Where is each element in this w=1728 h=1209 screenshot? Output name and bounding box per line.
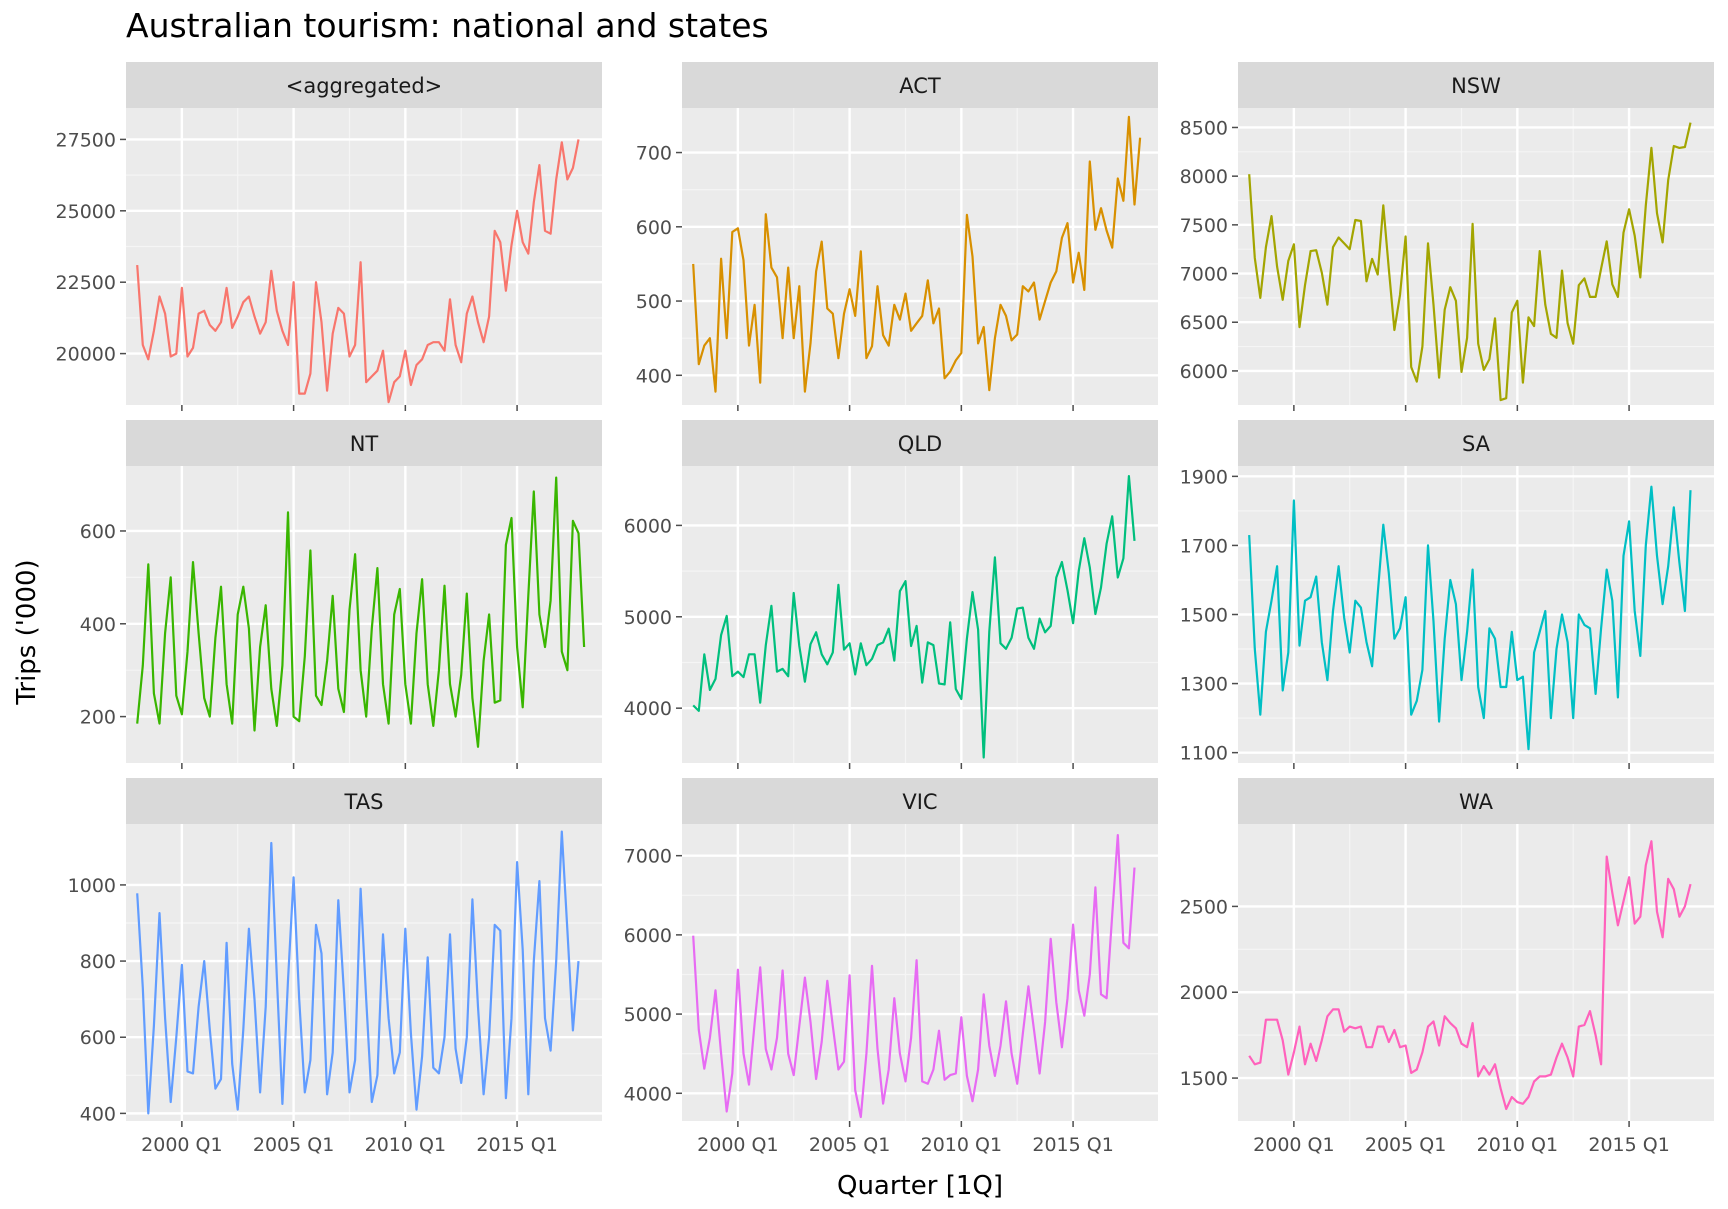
strip-label-nt: NT	[350, 432, 379, 456]
y-tick-label: 7500	[1180, 215, 1228, 237]
panel-background	[126, 108, 602, 405]
y-tick-label: 700	[636, 143, 672, 165]
panel-nt: NT 200 400 600	[80, 420, 602, 769]
y-tick-label: 4000	[624, 698, 672, 720]
x-axis-label: Quarter [1Q]	[837, 1171, 1003, 1201]
y-tick-label: 25000	[56, 201, 116, 223]
series-line-wa	[1248, 840, 1692, 1111]
strip-label-vic: VIC	[902, 790, 937, 814]
panel-tas: TAS 400 600 800 1000 2000 Q1 2005 Q1 2010 Q1 201…	[68, 778, 602, 1156]
y-tick-label: 1500	[1180, 1068, 1228, 1090]
y-tick-label: 5000	[624, 1004, 672, 1026]
y-tick-label: 2000	[1180, 982, 1228, 1004]
x-tick-label: 2000 Q1	[1253, 1134, 1334, 1156]
strip-label-tas: TAS	[344, 790, 384, 814]
y-tick-label: 1700	[1180, 535, 1228, 557]
y-tick-label: 22500	[56, 272, 116, 294]
panels: <aggregated> 20000 22500 25000 27500 ACT 400 50…	[56, 62, 1714, 1156]
series-line-qld	[692, 475, 1136, 759]
panel-aggregated: <aggregated> 20000 22500 25000 27500	[56, 62, 602, 411]
y-tick-label: 600	[636, 217, 672, 239]
panel-background	[1238, 824, 1714, 1121]
y-tick-label: 6000	[624, 515, 672, 537]
y-tick-label: 4000	[624, 1083, 672, 1105]
y-tick-label: 500	[636, 291, 672, 313]
x-tick-label: 2005 Q1	[1365, 1134, 1446, 1156]
panel-vic: VIC 4000 5000 6000 7000 2000 Q1 2005 Q1 2010 Q1…	[624, 778, 1158, 1156]
y-tick-label: 1000	[68, 875, 116, 897]
panel-background	[682, 824, 1158, 1121]
y-tick-label: 2500	[1180, 896, 1228, 918]
panel-act: ACT 400 500 600 700	[636, 62, 1158, 411]
strip-label-nsw: NSW	[1451, 74, 1501, 98]
strip-sa	[1238, 420, 1714, 466]
series-line-nsw	[1248, 122, 1692, 402]
x-tick-label: 2010 Q1	[365, 1134, 446, 1156]
x-tick-label: 2010 Q1	[921, 1134, 1002, 1156]
y-tick-label: 5000	[624, 607, 672, 629]
strip-tas	[126, 778, 602, 824]
x-tick-label: 2005 Q1	[253, 1134, 334, 1156]
y-tick-label: 27500	[56, 129, 116, 151]
x-tick-label: 2000 Q1	[697, 1134, 778, 1156]
y-tick-label: 400	[636, 365, 672, 387]
series-line-sa	[1248, 485, 1692, 751]
strip-act	[682, 62, 1158, 108]
strip-qld	[682, 420, 1158, 466]
strip-label-qld: QLD	[898, 432, 942, 456]
y-tick-label: 1300	[1180, 674, 1228, 696]
x-tick-label: 2005 Q1	[809, 1134, 890, 1156]
strip-label-sa: SA	[1462, 432, 1491, 456]
series-line-aggregated	[136, 139, 580, 404]
series-line-vic	[692, 833, 1136, 1119]
chart-title: Australian tourism: national and states	[126, 6, 769, 45]
panel-background	[682, 466, 1158, 763]
x-tick-label: 2015 Q1	[1032, 1134, 1113, 1156]
y-tick-label: 8000	[1180, 166, 1228, 188]
panel-wa: WA 1500 2000 2500 2000 Q1 2005 Q1 2010 Q1 2015 …	[1180, 778, 1714, 1156]
y-tick-label: 20000	[56, 344, 116, 366]
y-tick-label: 600	[80, 1027, 116, 1049]
y-tick-label: 1900	[1180, 466, 1228, 488]
strip-label-act: ACT	[899, 74, 941, 98]
y-tick-label: 400	[80, 1103, 116, 1125]
x-tick-label: 2015 Q1	[1588, 1134, 1669, 1156]
strip-nsw	[1238, 62, 1714, 108]
strip-nt	[126, 420, 602, 466]
y-tick-label: 1100	[1180, 743, 1228, 765]
y-tick-label: 7000	[1180, 264, 1228, 286]
y-tick-label: 7000	[624, 846, 672, 868]
panel-nsw: NSW 6000 6500 7000 7500 8000 8500	[1180, 62, 1714, 411]
y-tick-label: 6000	[1180, 361, 1228, 383]
series-line-nt	[136, 476, 586, 748]
series-line-act	[692, 115, 1142, 393]
strip-label-wa: WA	[1459, 790, 1494, 814]
panel-sa: SA 1100 1300 1500 1700 1900	[1180, 420, 1714, 769]
strip-label-aggregated: <aggregated>	[286, 74, 443, 98]
panel-qld: QLD 4000 5000 6000	[624, 420, 1158, 769]
strip-vic	[682, 778, 1158, 824]
y-tick-label: 600	[80, 521, 116, 543]
panel-background	[126, 466, 602, 763]
x-tick-label: 2000 Q1	[141, 1134, 222, 1156]
y-tick-label: 800	[80, 951, 116, 973]
x-tick-label: 2015 Q1	[476, 1134, 557, 1156]
y-axis-label: Trips ('000)	[12, 559, 42, 705]
strip-wa	[1238, 778, 1714, 824]
y-tick-label: 8500	[1180, 117, 1228, 139]
y-tick-label: 400	[80, 614, 116, 636]
y-tick-label: 6000	[624, 925, 672, 947]
y-tick-label: 6500	[1180, 312, 1228, 334]
x-tick-label: 2010 Q1	[1477, 1134, 1558, 1156]
strip-aggregated	[126, 62, 602, 108]
y-tick-label: 1500	[1180, 605, 1228, 627]
y-tick-label: 200	[80, 707, 116, 729]
series-line-tas	[136, 830, 580, 1115]
